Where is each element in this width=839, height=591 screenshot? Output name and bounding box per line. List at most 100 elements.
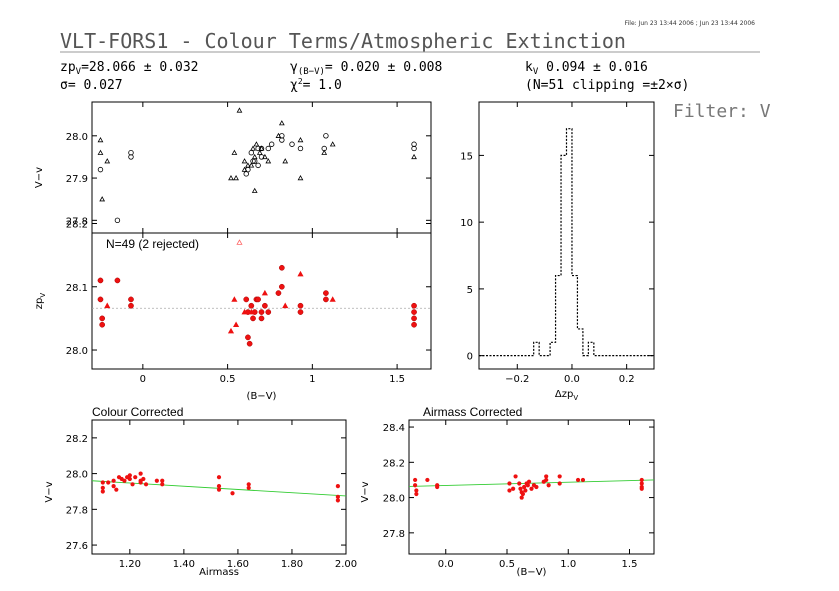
data-point [414,488,419,493]
data-point [534,484,539,490]
figure-title: VLT-FORS1 - Colour Terms/Atmospheric Ext… [60,29,626,53]
x-tick-label: 1.0 [560,559,576,570]
data-point [160,482,165,487]
data-point [425,477,430,483]
triangle-point [265,158,272,164]
zp-point [265,309,272,315]
data-point [529,486,534,491]
y-tick-label: 27.9 [66,174,88,185]
data-point [122,478,127,483]
clipping-info: (N=51 clipping =±2×σ) [525,78,689,93]
y-tick-label: 10 [460,218,473,229]
data-point [100,489,105,494]
zp-triangle-point [261,289,268,296]
plot-annotation: N=49 (2 rejected) [106,237,199,251]
x-tick-label: −0.2 [505,374,529,385]
circle-point [248,150,255,156]
plot-frame [91,419,347,555]
zp-point [411,315,417,322]
zp-point [411,321,417,328]
data-point [557,474,562,479]
x-axis-label: ΔzpV [555,389,578,402]
zp-point [258,309,265,315]
zp-point [297,309,304,315]
data-point [133,475,138,480]
y-axis-label: V−v [34,167,45,188]
data-point [141,476,146,482]
y-tick-label: 28.4 [383,423,405,434]
x-axis-label-subscript: V [573,394,578,402]
data-point [216,487,222,492]
y-axis-label: V−v [44,481,55,502]
y-tick-label: 28.0 [66,132,88,143]
zp-point [99,321,106,328]
triangle-point [282,158,289,164]
circle-point [128,154,134,160]
x-tick-label: 0.0 [438,559,454,570]
data-point [114,487,119,492]
triangle-point [99,196,106,202]
file-info: File: Jun 23 13:44 2006 ; Jun 23 13:44 2… [625,20,756,27]
zp-point [278,264,285,271]
x-tick-label: 1.40 [173,559,195,570]
y-tick-label: 28.0 [66,470,88,481]
zp-point [128,302,134,309]
y-tick-label: 28.2 [66,434,88,445]
triangle-point [297,137,304,143]
zeropoint-scatter-plot: 28.2 28.1 28.0 0 0.5 1 1.5 zpV (B−V) N=49 (2 reje… [34,220,432,402]
data-point [138,471,143,476]
circle-point [245,166,251,173]
zp-triangle-point [227,327,235,334]
data-point [160,478,165,483]
data-point [557,481,562,486]
zp-point [323,296,329,303]
y-tick-label: 5 [467,285,473,296]
circle-point [250,158,256,164]
sigma-stat: σ= 0.027 [60,78,123,93]
circle-point [265,145,271,152]
x-tick-label: 1 [309,374,315,385]
fit-line [408,479,655,487]
data-point [639,481,644,486]
zp-point [411,302,417,309]
y-tick-label: 15 [460,151,473,162]
triangle-point [297,175,304,181]
x-tick-label: 1.80 [281,559,303,570]
circle-point [258,154,265,160]
data-point [100,480,105,485]
zp-point [411,309,417,315]
circle-point [255,162,261,169]
chi2-stat: χ2= 1.0 [290,77,342,93]
residual-histogram: 0 5 10 15 −0.2 0.0 0.2 ΔzpV [460,101,655,402]
zp-point [250,315,256,322]
data-point [335,494,340,499]
filter-label: Filter: V [673,101,771,122]
x-tick-label: 0 [140,374,146,385]
data-point [518,486,523,491]
triangle-point [250,145,256,151]
data-point [413,477,418,483]
zp-point [275,290,282,296]
y-tick-label: 28.2 [383,458,405,469]
raw-scatter-plot: 28.0 27.9 27.8 V−v [34,101,432,234]
airmass-corrected-plot: 28.4 28.2 28.0 27.8 0.0 0.5 1.0 1.5 V−v (B−V) Airm… [360,405,655,578]
x-tick-label: 1.5 [622,559,638,570]
y-tick-label: 27.6 [66,541,88,552]
data-point [143,482,149,487]
data-point [526,479,532,484]
x-tick-label: 0.2 [619,374,635,385]
zp-point [323,290,329,296]
triangle-point [104,158,111,164]
data-point [544,474,549,479]
data-point [520,491,526,497]
y-tick-label: 28.1 [66,283,88,294]
y-axis-label: zpV [34,293,47,310]
y-tick-label: 27.8 [66,216,88,227]
zp-point [243,296,250,303]
y-tick-label: 28.2 [66,220,88,231]
zp-point [97,277,104,284]
data-point [544,477,549,483]
triangle-point [97,137,104,143]
data-point [106,480,111,485]
data-point [335,484,340,489]
